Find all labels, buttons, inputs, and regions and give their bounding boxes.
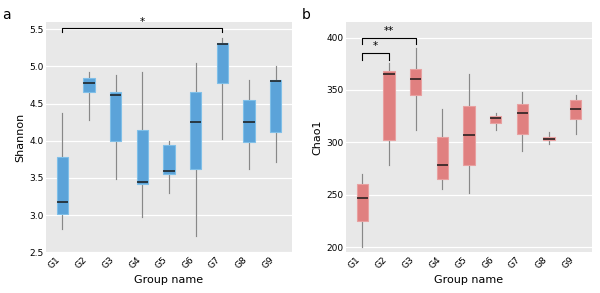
Text: b: b [302, 8, 311, 22]
Bar [517, 104, 528, 134]
Y-axis label: Chao1: Chao1 [312, 119, 322, 155]
Text: *: * [373, 41, 378, 51]
Bar [83, 78, 95, 93]
Bar [137, 130, 148, 184]
Bar [544, 137, 554, 140]
Text: **: ** [384, 26, 394, 36]
Text: a: a [2, 8, 11, 22]
Bar [410, 69, 421, 95]
Bar [490, 116, 501, 123]
Y-axis label: Shannon: Shannon [15, 113, 25, 162]
Bar [163, 144, 175, 173]
Bar [463, 106, 475, 165]
Bar [57, 157, 68, 214]
X-axis label: Group name: Group name [134, 275, 203, 285]
Bar [244, 100, 254, 142]
Bar [357, 184, 368, 221]
Bar [383, 71, 395, 140]
Bar [437, 137, 448, 179]
Bar [217, 43, 228, 83]
Bar [190, 93, 201, 169]
Text: *: * [140, 17, 145, 27]
Bar [270, 80, 281, 132]
X-axis label: Group name: Group name [434, 275, 503, 285]
Bar [570, 100, 581, 119]
Bar [110, 93, 121, 141]
